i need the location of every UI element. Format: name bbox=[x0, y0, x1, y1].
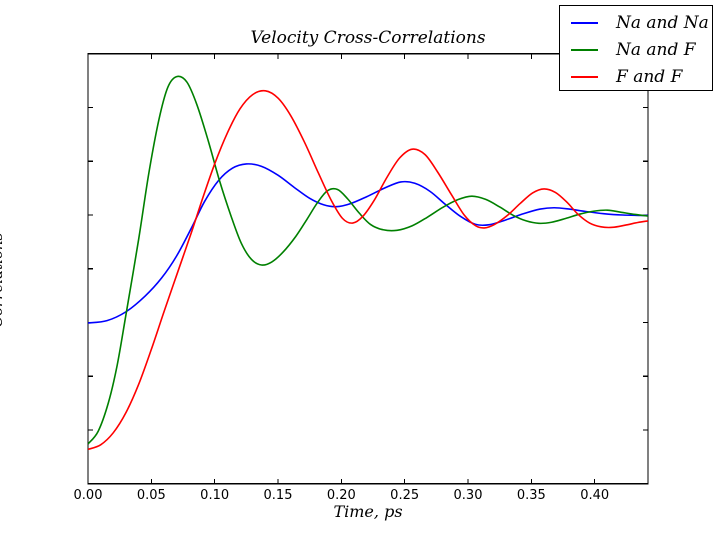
x-tick-label: 0.35 bbox=[516, 488, 546, 503]
legend-entry-f-f: F and F bbox=[560, 63, 712, 90]
x-tick-label: 0.15 bbox=[263, 488, 293, 503]
curve-f-and-f bbox=[88, 89, 648, 451]
legend-entry-na-na: Na and Na bbox=[560, 9, 712, 36]
curves bbox=[88, 75, 648, 451]
axes-frame bbox=[87, 53, 649, 485]
legend-label-f-f: F and F bbox=[616, 66, 683, 87]
legend-label-na-f: Na and F bbox=[616, 39, 696, 60]
legend-line-na-na bbox=[571, 21, 598, 24]
chart-title: Velocity Cross-Correlations bbox=[250, 28, 486, 48]
x-tick-label: 0.30 bbox=[453, 488, 483, 503]
x-axis-label: Time, ps bbox=[333, 502, 403, 521]
curve-na-and-na bbox=[88, 163, 648, 324]
legend-line-na-f bbox=[571, 48, 598, 51]
x-tick-label: 0.00 bbox=[73, 488, 103, 503]
legend-label-na-na: Na and Na bbox=[616, 12, 709, 33]
curve-na-and-f bbox=[88, 75, 648, 445]
legend: Na and Na Na and F F and F bbox=[559, 5, 713, 91]
x-tick-label: 0.20 bbox=[326, 488, 356, 503]
x-tick-label: 0.05 bbox=[136, 488, 166, 503]
x-tick-label: 0.10 bbox=[200, 488, 230, 503]
legend-line-f-f bbox=[571, 75, 598, 78]
axis-ticks bbox=[87, 53, 648, 485]
legend-entry-na-f: Na and F bbox=[560, 36, 712, 63]
x-tick-label: 0.25 bbox=[390, 488, 420, 503]
x-tick-label: 0.40 bbox=[580, 488, 610, 503]
y-tick-labels: 0.000060.000040.000020.00000−0.00002−0.0… bbox=[0, 0, 84, 538]
